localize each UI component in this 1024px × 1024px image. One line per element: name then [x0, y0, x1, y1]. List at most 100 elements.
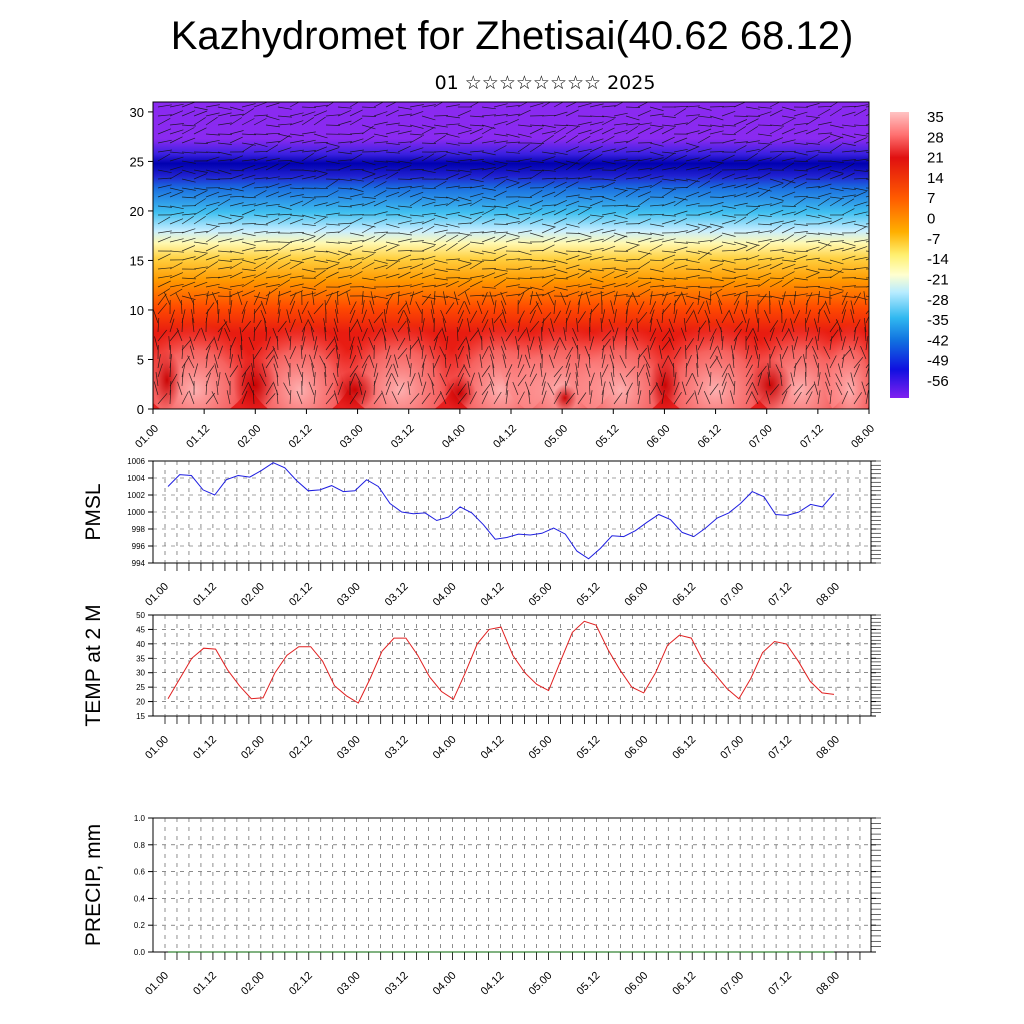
wind-barb [589, 145, 603, 153]
wind-barb [673, 286, 688, 289]
wind-barb [505, 221, 520, 225]
wind-barb [817, 172, 831, 180]
wind-barb [853, 169, 868, 172]
wind-barb [613, 220, 628, 225]
wind-barb [775, 364, 783, 378]
wind-barb [577, 121, 592, 126]
wind-barb [649, 244, 663, 252]
wind-barb [361, 124, 376, 130]
wind-barb [289, 248, 304, 252]
wind-barb [229, 258, 244, 261]
precip-axis-label: PRECIP, mm [82, 824, 105, 946]
temp-2m-axis-label: TEMP at 2 M [82, 604, 105, 726]
wind-barb [829, 320, 839, 333]
wind-barb [349, 271, 363, 279]
wind-barb [721, 232, 736, 237]
wind-barb [745, 163, 759, 171]
wind-barb [493, 190, 507, 198]
wind-barb [445, 212, 460, 216]
wind-barb [625, 382, 633, 396]
wind-barb [733, 257, 748, 261]
wind-barb [817, 390, 821, 405]
wind-barb [493, 145, 507, 153]
wind-barb [692, 373, 699, 387]
wind-barb [865, 232, 869, 235]
wind-barb [427, 373, 435, 387]
wind-barb [373, 259, 388, 264]
wind-barb [529, 169, 545, 172]
wind-barb [565, 109, 579, 117]
wind-barb [241, 174, 256, 180]
wind-barb [685, 310, 694, 324]
wind-barb [229, 174, 244, 180]
wind-barb [757, 257, 772, 261]
wind-barb [793, 223, 808, 226]
wind-barb [757, 106, 772, 109]
wind-barb [368, 354, 375, 369]
wind-barb [324, 372, 327, 387]
wind-barb [253, 319, 262, 333]
wind-barb [769, 384, 780, 396]
x-tick-label: 04.12 [479, 581, 507, 609]
wind-barb [277, 217, 291, 225]
wind-barb [241, 103, 256, 108]
wind-barb [265, 115, 280, 121]
wind-barb [804, 317, 807, 333]
wind-barb [325, 263, 340, 270]
wind-barb [529, 286, 544, 291]
wind-barb [253, 142, 268, 148]
wind-barb [273, 354, 279, 369]
x-tick-label: 03.00 [335, 970, 363, 998]
wind-barb [181, 277, 197, 280]
wind-barb [553, 236, 568, 243]
wind-barb [637, 102, 649, 108]
wind-barb [433, 150, 449, 153]
wind-barb [613, 392, 623, 405]
x-tick-label: 01.00 [143, 581, 171, 609]
wind-barb [781, 211, 796, 216]
wind-barb [769, 295, 784, 300]
wind-barb [661, 124, 676, 127]
wind-barb [211, 391, 219, 405]
wind-barb [829, 291, 844, 297]
wind-barb [409, 214, 424, 217]
wind-barb [745, 345, 750, 360]
wind-barb [193, 293, 208, 297]
wind-barb [673, 217, 687, 225]
wind-barb [445, 142, 460, 146]
wind-barb [625, 309, 628, 324]
wind-barb [433, 243, 447, 252]
wind-barb [205, 292, 220, 297]
wind-barb [265, 183, 280, 189]
wind-barb [535, 292, 543, 306]
wind-barb [829, 247, 844, 252]
wind-barb [403, 310, 411, 324]
wind-barb [373, 199, 387, 207]
wind-barb [649, 124, 664, 128]
wind-barb [751, 391, 759, 405]
colorbar-label: -14 [927, 251, 949, 268]
x-tick-label: 06.00 [622, 734, 650, 762]
wind-barb [265, 191, 280, 198]
wind-barb [829, 240, 844, 243]
wind-barb [457, 173, 472, 180]
x-tick-label: 07.00 [718, 581, 746, 609]
wind-barb [216, 381, 219, 396]
wind-barb [457, 279, 471, 288]
wind-barb [169, 156, 184, 162]
wind-barb [769, 124, 785, 127]
wind-barb [385, 160, 400, 163]
wind-barb [409, 290, 424, 297]
colorbar-label: 35 [927, 109, 944, 126]
wind-barb [553, 268, 568, 274]
wind-barb [349, 309, 356, 324]
x-tick-label: 03.12 [383, 734, 411, 762]
wind-barb [229, 238, 244, 243]
wind-barb [205, 291, 209, 306]
wind-barb [253, 302, 263, 315]
wind-barb [673, 178, 688, 182]
wind-barb [181, 187, 196, 191]
y-tick-label: 998 [132, 525, 146, 534]
wind-barb [385, 261, 398, 270]
wind-barb [456, 326, 459, 342]
